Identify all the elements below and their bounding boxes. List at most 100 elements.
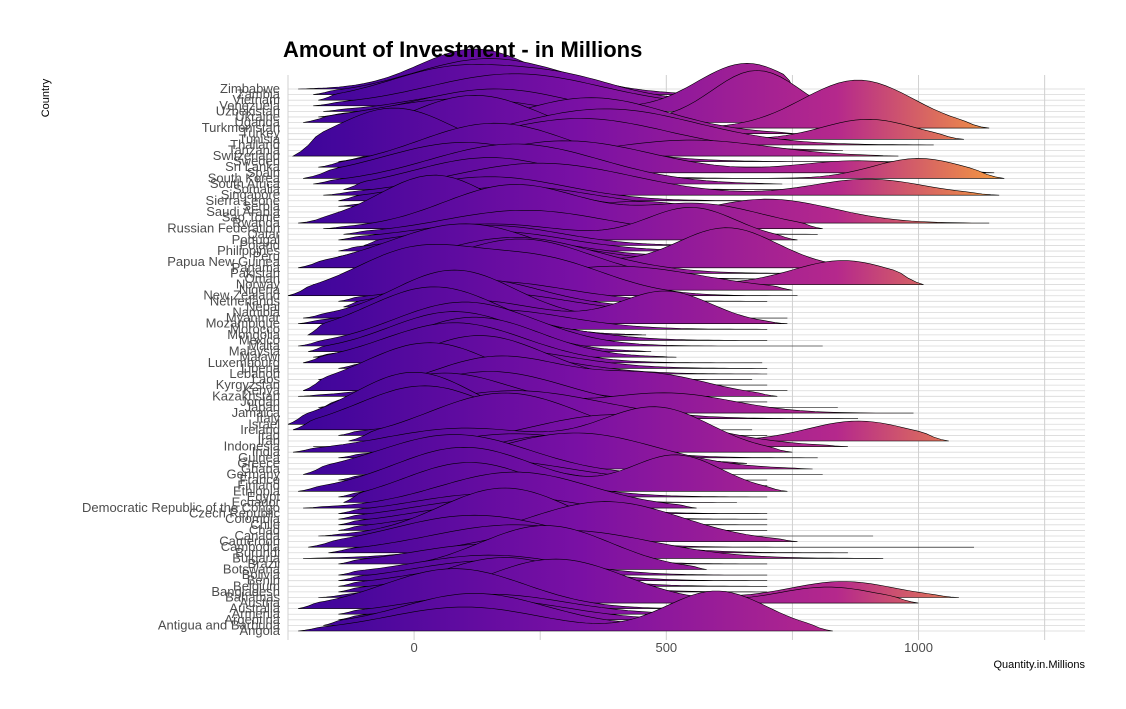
y-tick-label: Kyrgyzstan [216, 377, 280, 392]
y-tick-label: Argentina [224, 612, 280, 627]
y-tick-label: Japan [245, 400, 280, 415]
y-tick-label: Zimbabwe [220, 81, 280, 96]
y-tick-label: Benin [247, 573, 280, 588]
y-tick-label: Tanzania [228, 143, 281, 158]
y-tick-label: Sierra Leone [206, 193, 280, 208]
y-tick-label: Nepal [246, 299, 280, 314]
y-tick-label: Czech Republic [189, 506, 281, 521]
y-tick-label: Jordan [240, 394, 280, 409]
y-tick-label: Italy [256, 411, 280, 426]
y-tick-label: Pakistan [230, 265, 280, 280]
y-tick-label: Kazakhstan [212, 388, 280, 403]
y-tick-label: Brazil [247, 556, 280, 571]
y-tick-label: Mexico [239, 332, 280, 347]
y-tick-label: Greece [237, 455, 280, 470]
y-tick-label: Malaysia [229, 344, 281, 359]
y-tick-label: Poland [240, 238, 280, 253]
y-tick-label: Uganda [234, 115, 280, 130]
x-axis-label: Quantity.in.Millions [994, 659, 1086, 671]
y-tick-label: Sao Tome [222, 210, 280, 225]
y-tick-label: Oman [245, 271, 280, 286]
y-tick-label: Mozambique [206, 316, 280, 331]
y-tick-label: Angola [240, 623, 281, 638]
y-tick-labels: ZimbabweZambiaVietnamVenezuelaUzbekistan… [82, 81, 281, 638]
y-tick-label: Cameroon [219, 534, 280, 549]
y-tick-label: Morocco [230, 321, 280, 336]
y-tick-label: Bulgaria [232, 550, 280, 565]
y-tick-label: Israel [248, 416, 280, 431]
y-tick-label: Portugal [232, 232, 281, 247]
y-tick-label: Antigua and Barbuda [158, 617, 281, 632]
y-tick-label: Botswana [223, 562, 281, 577]
y-tick-label: Thailand [230, 137, 280, 152]
y-tick-label: Finland [237, 478, 280, 493]
y-tick-label: Russian Federation [167, 221, 280, 236]
y-tick-label: India [252, 444, 281, 459]
y-tick-label: Bangladesh [211, 584, 280, 599]
y-tick-label: Somalia [233, 182, 281, 197]
y-tick-label: Canada [234, 528, 280, 543]
y-tick-label: Ukraine [235, 109, 280, 124]
y-tick-label: Venezuela [219, 98, 280, 113]
x-tick-label: 500 [655, 640, 677, 655]
y-tick-label: Austria [240, 595, 281, 610]
y-tick-label: South Korea [208, 170, 281, 185]
y-tick-label: Malta [248, 338, 281, 353]
y-tick-label: Switzerland [213, 148, 280, 163]
y-tick-label: Sri Lanka [225, 159, 281, 174]
y-tick-label: Bolivia [242, 567, 281, 582]
y-tick-label: Bahamas [225, 590, 280, 605]
y-tick-label: Tunisia [239, 131, 281, 146]
y-tick-label: Panama [232, 260, 281, 275]
y-tick-label: Colombia [225, 511, 281, 526]
y-tick-label: France [240, 472, 280, 487]
y-tick-label: Nigeria [239, 282, 281, 297]
y-tick-label: Zambia [237, 87, 281, 102]
chart-title: Amount of Investment - in Millions [283, 37, 642, 62]
y-tick-label: Australia [229, 601, 280, 616]
y-tick-label: Sweden [233, 154, 280, 169]
y-tick-label: Myanmar [226, 310, 281, 325]
y-tick-label: Chad [249, 522, 280, 537]
y-tick-label: Spain [247, 165, 280, 180]
y-tick-label: Luxembourg [208, 355, 280, 370]
y-tick-label: Lebanon [229, 366, 280, 381]
y-tick-label: Ghana [241, 461, 281, 476]
y-tick-label: Namibia [232, 305, 280, 320]
y-tick-label: Vietnam [233, 92, 280, 107]
y-tick-label: Indonesia [224, 439, 281, 454]
ridge-angola [298, 590, 833, 632]
y-tick-label: Turkmenistan [202, 120, 280, 135]
y-tick-label: Uzbekistan [216, 103, 280, 118]
y-tick-label: Democratic Republic of the Congo [82, 500, 280, 515]
y-tick-label: Peru [253, 249, 280, 264]
y-axis-label: Country [40, 78, 52, 117]
y-tick-label: Malawi [240, 349, 281, 364]
y-tick-label: Serbia [242, 198, 280, 213]
y-tick-label: Ireland [240, 422, 280, 437]
y-tick-label: Iraq [258, 427, 280, 442]
y-tick-label: Jamaica [232, 405, 281, 420]
y-tick-label: Germany [227, 467, 281, 482]
y-tick-label: Netherlands [210, 293, 281, 308]
y-tick-label: South Africa [210, 176, 281, 191]
y-tick-label: Papua New Guinea [167, 254, 281, 269]
y-tick-label: Qatar [247, 226, 280, 241]
y-tick-label: Chile [250, 517, 280, 532]
y-tick-label: New Zealand [203, 288, 280, 303]
x-tick-label: 0 [410, 640, 417, 655]
y-tick-label: Saudi Arabia [206, 204, 280, 219]
y-tick-label: Laos [252, 372, 281, 387]
x-tick-label: 1000 [904, 640, 933, 655]
y-tick-label: Kenya [243, 383, 281, 398]
y-tick-label: Liberia [241, 360, 281, 375]
y-tick-label: Norway [236, 277, 281, 292]
y-tick-label: Guinea [238, 450, 281, 465]
y-tick-label: Singapore [221, 187, 280, 202]
y-tick-label: Iran [258, 433, 280, 448]
y-tick-label: Cambodia [221, 539, 281, 554]
y-tick-label: Ethiopia [233, 483, 281, 498]
y-tick-label: Rwanda [232, 215, 280, 230]
ridge-australia [298, 568, 722, 609]
